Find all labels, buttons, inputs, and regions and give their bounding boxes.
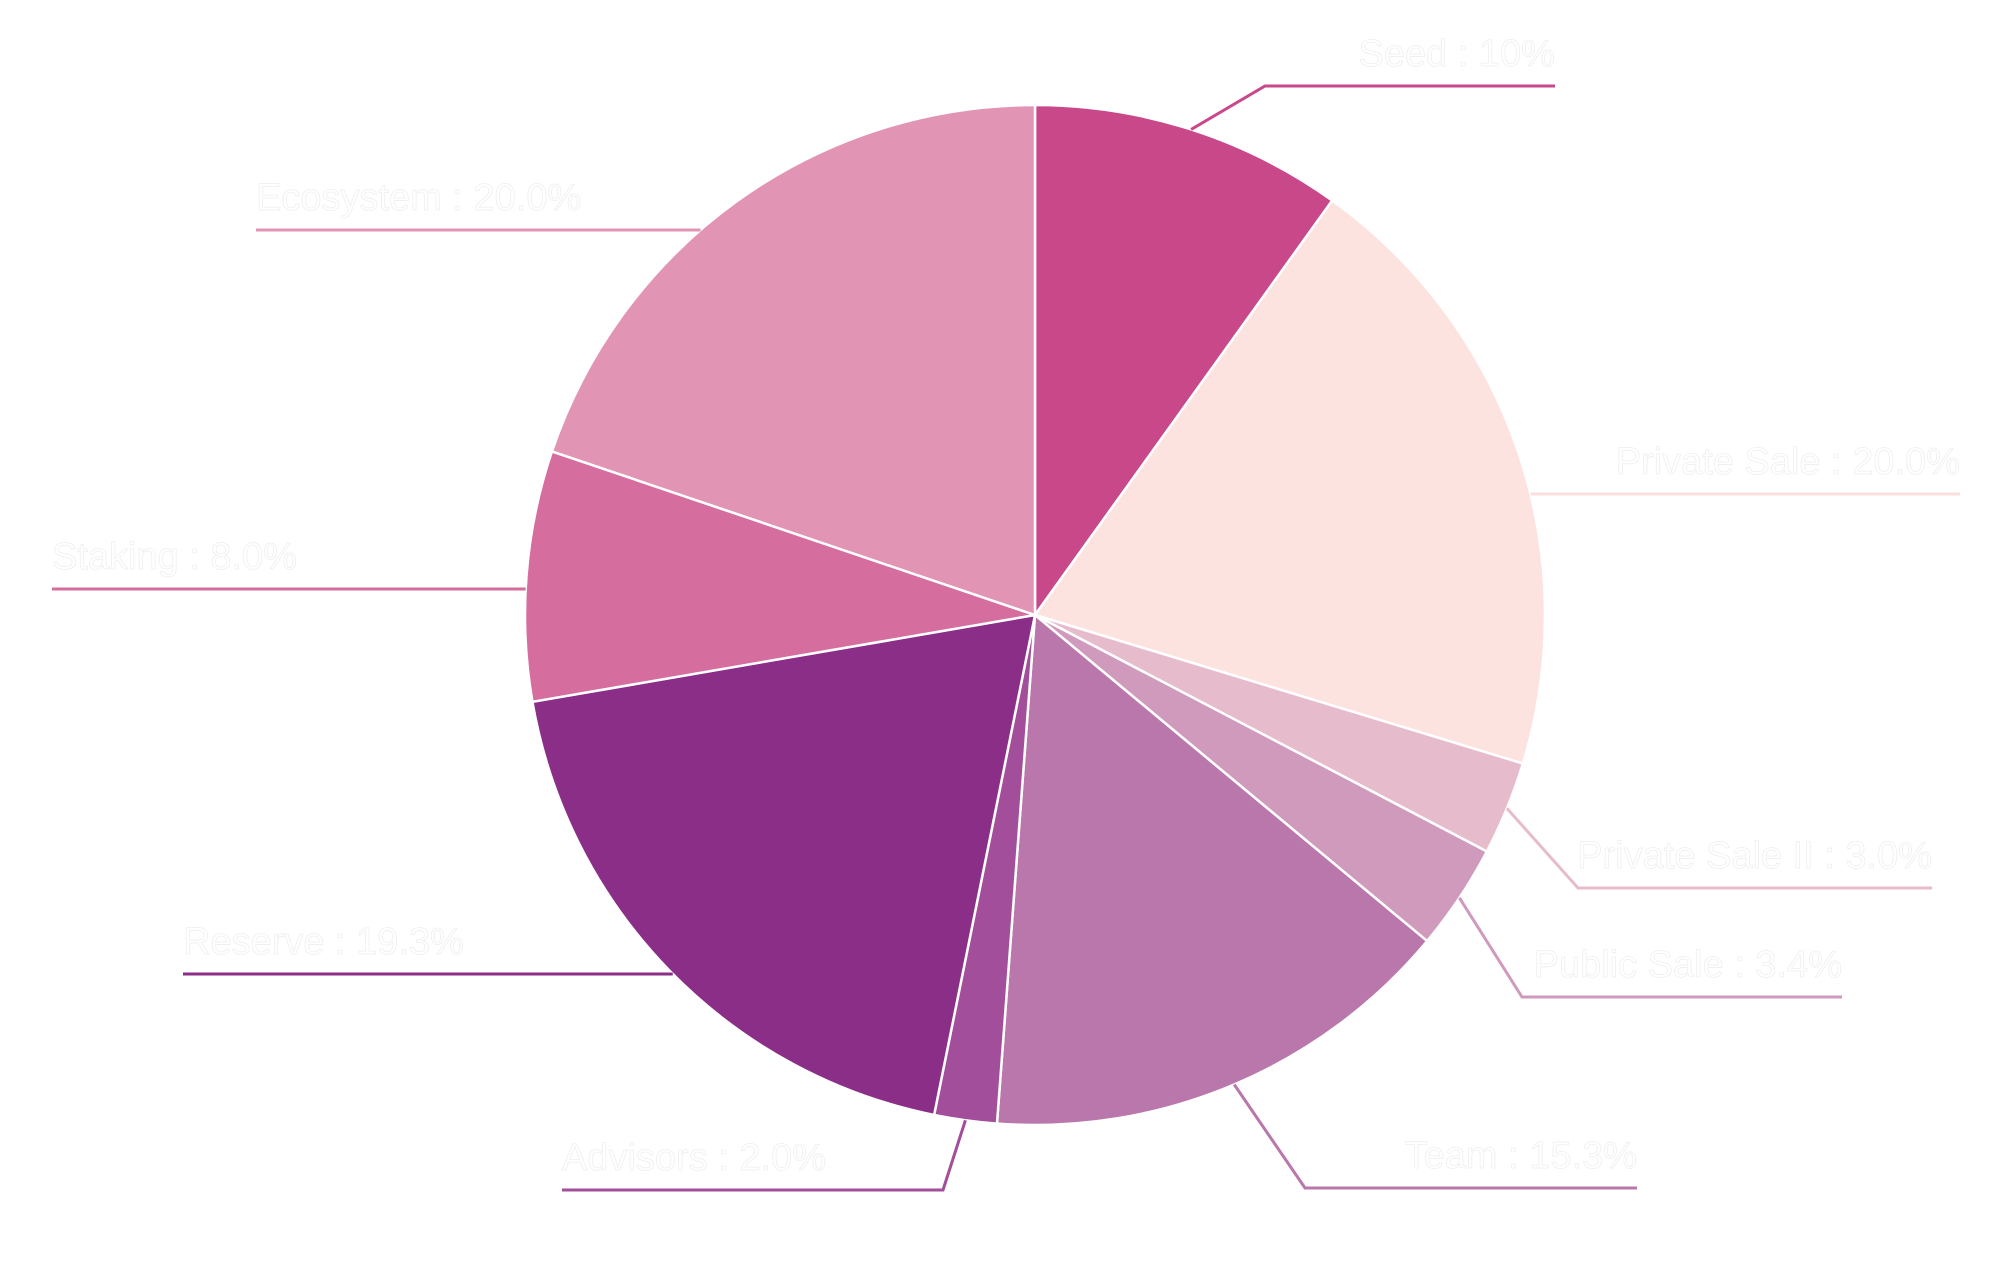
label-public-sale: Public Sale : 3.4% [1534, 944, 1842, 986]
pie-slice-seed [1033, 103, 1334, 617]
pie-slice-team [995, 613, 1429, 1127]
label-private-sale: Private Sale : 20.0% [1616, 441, 1960, 483]
leader-line-team [1232, 1083, 1637, 1190]
leader-line-private-sale-ii [1505, 807, 1932, 890]
label-team: Team : 15.3% [1405, 1135, 1637, 1177]
label-seed: Seed : 10% [1359, 33, 1555, 75]
leader-line-seed [1190, 84, 1555, 131]
label-reserve: Reserve : 19.3% [183, 921, 464, 963]
pie-slices [523, 103, 1547, 1127]
pie-slice-private-sale [1033, 199, 1547, 765]
pie-labels: Seed : 10% Private Sale : 20.0% Private Sa… [52, 33, 1961, 1180]
label-staking: Staking : 8.0% [52, 536, 297, 578]
pie-slice-ecosystem [550, 103, 1037, 617]
pie-leader-lines [52, 84, 1960, 1192]
label-ecosystem: Ecosystem : 20.0% [256, 177, 581, 219]
pie-slice-reserve [531, 613, 1037, 1117]
label-advisors: Advisors : 2.0% [562, 1137, 826, 1179]
pie-slice-staking [523, 450, 1037, 704]
leader-line-public-sale [1458, 897, 1842, 999]
label-private-sale-ii: Private Sale II : 3.0% [1577, 835, 1932, 877]
leader-line-advisors [562, 1119, 967, 1192]
